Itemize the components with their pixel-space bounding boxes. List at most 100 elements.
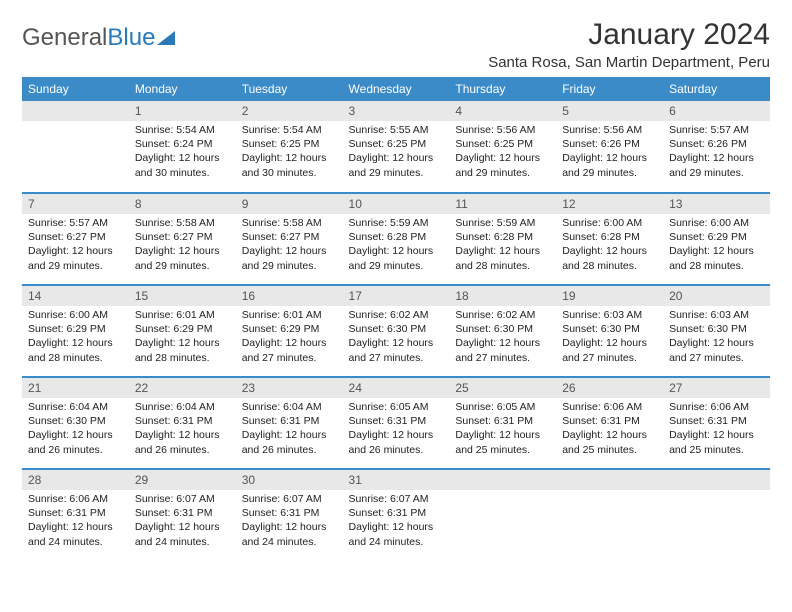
- day-body: [449, 490, 556, 550]
- calendar-day-cell: 14Sunrise: 6:00 AMSunset: 6:29 PMDayligh…: [22, 285, 129, 377]
- calendar-day-cell: 5Sunrise: 5:56 AMSunset: 6:26 PMDaylight…: [556, 101, 663, 193]
- day-number: [663, 470, 770, 490]
- weekday-header: Saturday: [663, 77, 770, 101]
- logo-triangle-icon: [157, 31, 175, 45]
- calendar-day-cell: 15Sunrise: 6:01 AMSunset: 6:29 PMDayligh…: [129, 285, 236, 377]
- day-number: 8: [129, 194, 236, 214]
- day-body: Sunrise: 5:57 AMSunset: 6:27 PMDaylight:…: [22, 214, 129, 277]
- day-number: [22, 101, 129, 121]
- day-body: Sunrise: 5:58 AMSunset: 6:27 PMDaylight:…: [236, 214, 343, 277]
- header: GeneralBlue January 2024 Santa Rosa, San…: [22, 18, 770, 71]
- day-number: 16: [236, 286, 343, 306]
- calendar-week-row: 21Sunrise: 6:04 AMSunset: 6:30 PMDayligh…: [22, 377, 770, 469]
- weekday-header: Tuesday: [236, 77, 343, 101]
- day-number: 3: [343, 101, 450, 121]
- day-body: Sunrise: 5:54 AMSunset: 6:25 PMDaylight:…: [236, 121, 343, 184]
- calendar-day-cell: 18Sunrise: 6:02 AMSunset: 6:30 PMDayligh…: [449, 285, 556, 377]
- calendar-day-cell: 31Sunrise: 6:07 AMSunset: 6:31 PMDayligh…: [343, 469, 450, 561]
- day-number: 13: [663, 194, 770, 214]
- day-body: Sunrise: 6:05 AMSunset: 6:31 PMDaylight:…: [449, 398, 556, 461]
- calendar-day-cell: 16Sunrise: 6:01 AMSunset: 6:29 PMDayligh…: [236, 285, 343, 377]
- day-number: 23: [236, 378, 343, 398]
- day-number: 21: [22, 378, 129, 398]
- calendar-day-cell: 20Sunrise: 6:03 AMSunset: 6:30 PMDayligh…: [663, 285, 770, 377]
- day-body: Sunrise: 5:59 AMSunset: 6:28 PMDaylight:…: [449, 214, 556, 277]
- calendar-day-cell: 6Sunrise: 5:57 AMSunset: 6:26 PMDaylight…: [663, 101, 770, 193]
- calendar-day-cell: 30Sunrise: 6:07 AMSunset: 6:31 PMDayligh…: [236, 469, 343, 561]
- day-number: 19: [556, 286, 663, 306]
- day-body: Sunrise: 6:00 AMSunset: 6:29 PMDaylight:…: [22, 306, 129, 369]
- day-body: [556, 490, 663, 550]
- calendar-table: SundayMondayTuesdayWednesdayThursdayFrid…: [22, 77, 770, 561]
- calendar-day-cell: [449, 469, 556, 561]
- day-number: 30: [236, 470, 343, 490]
- day-body: Sunrise: 5:58 AMSunset: 6:27 PMDaylight:…: [129, 214, 236, 277]
- calendar-day-cell: 23Sunrise: 6:04 AMSunset: 6:31 PMDayligh…: [236, 377, 343, 469]
- day-number: 25: [449, 378, 556, 398]
- day-number: 9: [236, 194, 343, 214]
- calendar-week-row: 7Sunrise: 5:57 AMSunset: 6:27 PMDaylight…: [22, 193, 770, 285]
- day-number: 14: [22, 286, 129, 306]
- day-number: 18: [449, 286, 556, 306]
- calendar-day-cell: 17Sunrise: 6:02 AMSunset: 6:30 PMDayligh…: [343, 285, 450, 377]
- month-title: January 2024: [488, 18, 770, 52]
- calendar-week-row: 1Sunrise: 5:54 AMSunset: 6:24 PMDaylight…: [22, 101, 770, 193]
- calendar-day-cell: 28Sunrise: 6:06 AMSunset: 6:31 PMDayligh…: [22, 469, 129, 561]
- weekday-header: Wednesday: [343, 77, 450, 101]
- calendar-week-row: 28Sunrise: 6:06 AMSunset: 6:31 PMDayligh…: [22, 469, 770, 561]
- day-body: Sunrise: 6:07 AMSunset: 6:31 PMDaylight:…: [129, 490, 236, 553]
- day-body: Sunrise: 5:55 AMSunset: 6:25 PMDaylight:…: [343, 121, 450, 184]
- weekday-header: Sunday: [22, 77, 129, 101]
- day-body: Sunrise: 6:04 AMSunset: 6:31 PMDaylight:…: [236, 398, 343, 461]
- day-number: 7: [22, 194, 129, 214]
- day-number: 22: [129, 378, 236, 398]
- day-number: 27: [663, 378, 770, 398]
- calendar-day-cell: 13Sunrise: 6:00 AMSunset: 6:29 PMDayligh…: [663, 193, 770, 285]
- calendar-day-cell: 29Sunrise: 6:07 AMSunset: 6:31 PMDayligh…: [129, 469, 236, 561]
- calendar-day-cell: 24Sunrise: 6:05 AMSunset: 6:31 PMDayligh…: [343, 377, 450, 469]
- day-number: 10: [343, 194, 450, 214]
- weekday-header-row: SundayMondayTuesdayWednesdayThursdayFrid…: [22, 77, 770, 101]
- day-number: 24: [343, 378, 450, 398]
- day-body: Sunrise: 5:56 AMSunset: 6:26 PMDaylight:…: [556, 121, 663, 184]
- day-number: [556, 470, 663, 490]
- day-number: 29: [129, 470, 236, 490]
- weekday-header: Monday: [129, 77, 236, 101]
- logo: GeneralBlue: [22, 24, 175, 52]
- logo-text-blue: Blue: [107, 24, 155, 52]
- day-body: Sunrise: 5:57 AMSunset: 6:26 PMDaylight:…: [663, 121, 770, 184]
- day-body: Sunrise: 6:07 AMSunset: 6:31 PMDaylight:…: [343, 490, 450, 553]
- location: Santa Rosa, San Martin Department, Peru: [488, 54, 770, 71]
- calendar-day-cell: 4Sunrise: 5:56 AMSunset: 6:25 PMDaylight…: [449, 101, 556, 193]
- day-body: Sunrise: 6:00 AMSunset: 6:29 PMDaylight:…: [663, 214, 770, 277]
- day-body: Sunrise: 6:01 AMSunset: 6:29 PMDaylight:…: [129, 306, 236, 369]
- title-block: January 2024 Santa Rosa, San Martin Depa…: [488, 18, 770, 71]
- day-body: Sunrise: 6:02 AMSunset: 6:30 PMDaylight:…: [449, 306, 556, 369]
- day-number: 4: [449, 101, 556, 121]
- day-number: 2: [236, 101, 343, 121]
- day-number: 31: [343, 470, 450, 490]
- calendar-day-cell: 22Sunrise: 6:04 AMSunset: 6:31 PMDayligh…: [129, 377, 236, 469]
- calendar-day-cell: 27Sunrise: 6:06 AMSunset: 6:31 PMDayligh…: [663, 377, 770, 469]
- day-body: Sunrise: 5:59 AMSunset: 6:28 PMDaylight:…: [343, 214, 450, 277]
- day-number: 11: [449, 194, 556, 214]
- day-body: [663, 490, 770, 550]
- day-number: [449, 470, 556, 490]
- calendar-week-row: 14Sunrise: 6:00 AMSunset: 6:29 PMDayligh…: [22, 285, 770, 377]
- day-body: Sunrise: 5:54 AMSunset: 6:24 PMDaylight:…: [129, 121, 236, 184]
- weekday-header: Friday: [556, 77, 663, 101]
- calendar-day-cell: 12Sunrise: 6:00 AMSunset: 6:28 PMDayligh…: [556, 193, 663, 285]
- calendar-body: 1Sunrise: 5:54 AMSunset: 6:24 PMDaylight…: [22, 101, 770, 561]
- day-body: Sunrise: 6:01 AMSunset: 6:29 PMDaylight:…: [236, 306, 343, 369]
- logo-text-gray: General: [22, 24, 107, 52]
- day-body: Sunrise: 6:06 AMSunset: 6:31 PMDaylight:…: [663, 398, 770, 461]
- day-number: 1: [129, 101, 236, 121]
- day-number: 28: [22, 470, 129, 490]
- day-body: Sunrise: 6:07 AMSunset: 6:31 PMDaylight:…: [236, 490, 343, 553]
- calendar-day-cell: [22, 101, 129, 193]
- calendar-day-cell: 19Sunrise: 6:03 AMSunset: 6:30 PMDayligh…: [556, 285, 663, 377]
- day-number: 17: [343, 286, 450, 306]
- day-body: Sunrise: 6:03 AMSunset: 6:30 PMDaylight:…: [663, 306, 770, 369]
- day-number: 12: [556, 194, 663, 214]
- day-body: Sunrise: 6:02 AMSunset: 6:30 PMDaylight:…: [343, 306, 450, 369]
